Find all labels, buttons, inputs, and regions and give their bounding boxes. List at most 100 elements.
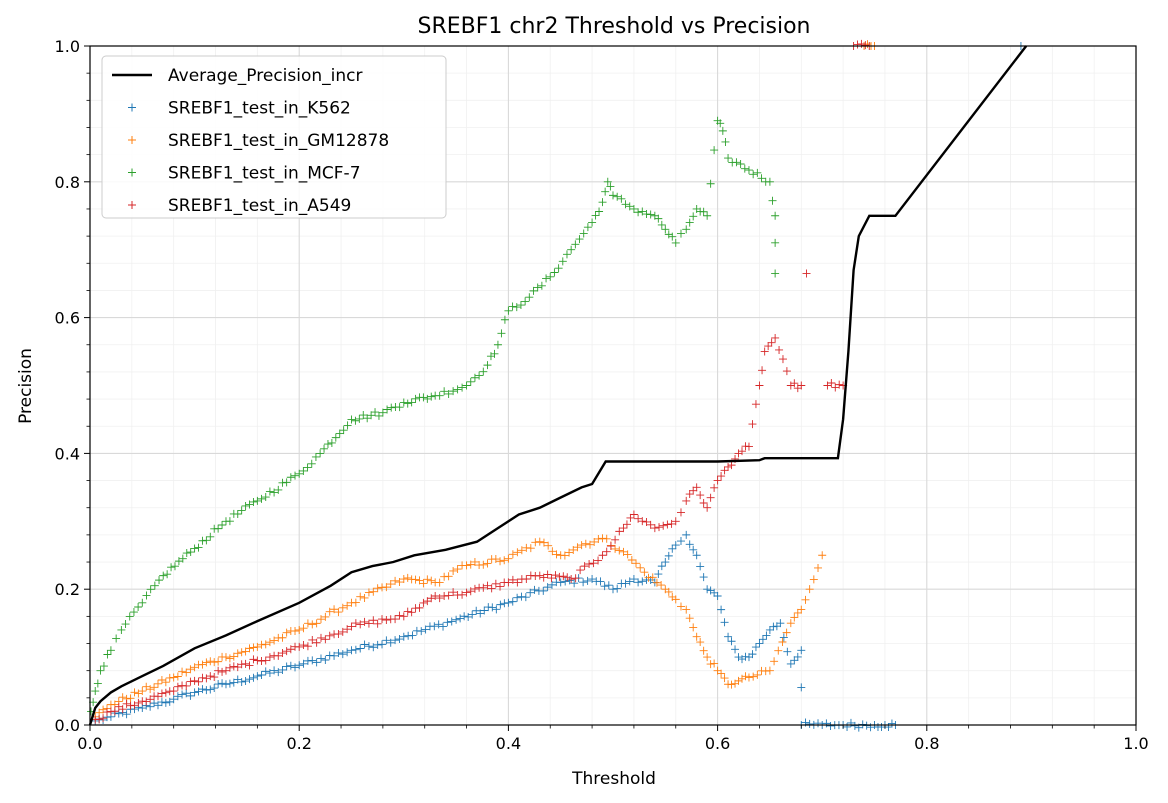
data-point [771,238,780,247]
data-point [602,534,611,543]
data-point [241,677,250,686]
data-point [320,444,329,453]
data-point [790,613,799,622]
plot-marks [87,39,1028,732]
data-point [373,640,382,649]
data-point [270,666,279,675]
data-point [278,649,287,658]
data-point [884,723,893,732]
data-point [533,283,542,292]
data-point [661,558,670,567]
data-point [91,687,100,696]
data-point [657,562,666,571]
data-point [138,687,147,696]
data-point [206,685,215,694]
legend: Average_Precision_incr SREBF1_test_in_K56… [101,55,447,219]
data-point [411,394,420,403]
data-point [765,666,774,675]
data-point [573,543,582,552]
data-point [146,702,155,711]
data-point [364,588,373,597]
data-point [625,202,634,211]
data-point [744,166,753,175]
data-point [462,381,471,390]
data-point [338,650,347,659]
x-tick-label: 0.0 [77,734,102,753]
data-point [382,636,391,645]
data-point [598,534,607,543]
y-axis-label: Precision [16,348,36,424]
data-point [286,473,295,482]
data-point [652,578,661,587]
data-point [291,627,300,636]
data-point [500,556,509,565]
data-point [423,575,432,584]
data-point [386,580,395,589]
data-point [802,269,811,278]
data-point [809,575,818,584]
data-point [516,301,525,310]
data-point [751,400,760,409]
data-point [430,622,439,631]
data-point [206,657,215,666]
data-point [427,392,436,401]
data-point [671,541,680,550]
data-point [496,600,505,609]
data-point [571,574,580,583]
data-point [458,383,467,392]
data-point [822,719,831,728]
data-point [335,429,344,438]
data-point [585,560,594,569]
data-point [399,632,408,641]
data-point [479,583,488,592]
data-point [853,40,862,49]
data-point [775,345,784,354]
data-point [797,605,806,614]
x-tick-label: 0.4 [496,734,521,753]
data-point [134,603,143,612]
data-point [561,577,570,586]
data-point [417,627,426,636]
data-point [161,698,170,707]
data-point [555,572,564,581]
x-tick-label: 0.2 [286,734,311,753]
data-point [373,584,382,593]
data-point [470,584,479,593]
legend-marker-swatch [128,168,136,177]
data-point [210,658,219,667]
y-tick-label: 0.0 [55,716,80,735]
data-point [458,590,467,599]
data-point [638,517,647,526]
data-point [826,721,835,730]
data-point [321,655,330,664]
data-point [767,338,776,347]
data-point [487,584,496,593]
data-point [444,572,453,581]
data-point [543,583,552,592]
data-point [360,617,369,626]
data-point [371,408,380,417]
data-point [504,598,513,607]
data-point [170,562,179,571]
chart-title: SREBF1 chr2 Threshold vs Precision [417,14,810,39]
data-point [202,536,211,545]
legend-label: SREBF1_test_in_K562 [168,99,351,119]
data-point [493,340,502,349]
data-point [634,208,643,217]
data-point [793,652,802,661]
data-point [655,523,664,532]
data-point [117,625,126,634]
data-point [282,647,291,656]
data-point [378,615,387,624]
data-point [466,587,475,596]
data-point [526,571,535,580]
data-point [466,560,475,569]
data-point [757,174,766,183]
data-point [724,462,733,471]
data-point [253,656,262,665]
data-point [214,657,223,666]
data-point [556,578,565,587]
data-point [299,641,308,650]
data-point [689,212,698,221]
data-point [291,471,300,480]
